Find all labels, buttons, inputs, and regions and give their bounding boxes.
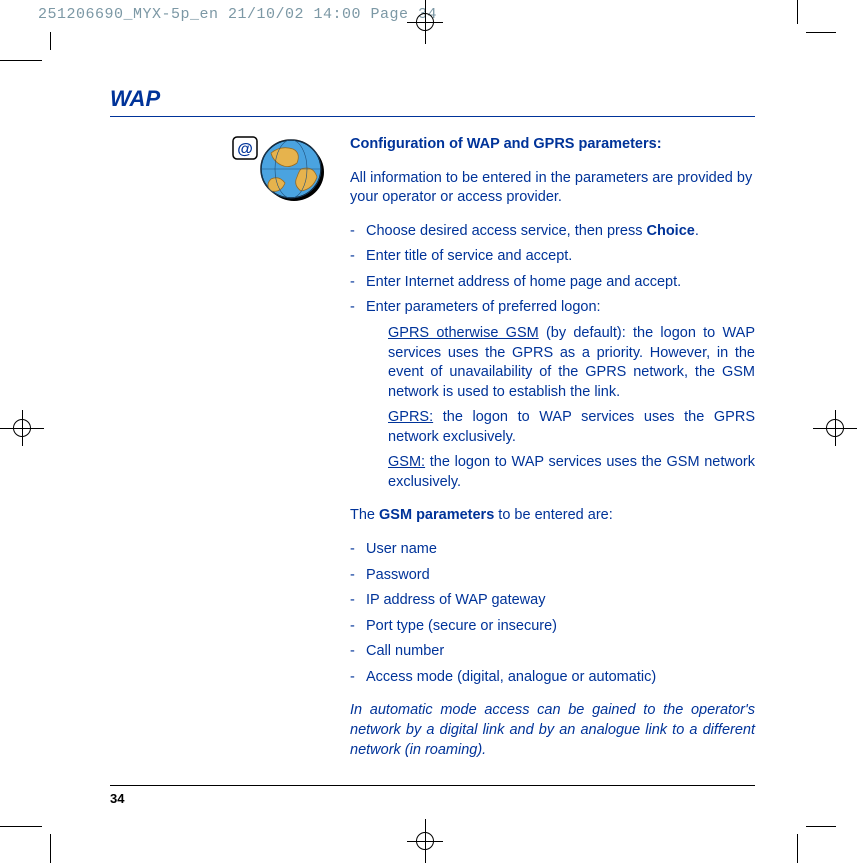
logon-label: GPRS otherwise GSM	[388, 325, 539, 341]
steps-list: Choose desired access service, then pres…	[350, 222, 755, 493]
crop-mark	[50, 834, 51, 863]
list-item: Port type (secure or insecure)	[350, 617, 755, 637]
icon-column: @	[110, 135, 350, 774]
list-item: Call number	[350, 642, 755, 662]
crop-mark	[806, 826, 836, 827]
svg-text:@: @	[237, 141, 253, 158]
logon-desc: the logon to WAP services uses the GPRS …	[388, 409, 755, 445]
crop-mark	[797, 834, 798, 863]
list-item: Password	[350, 566, 755, 586]
list-item: IP address of WAP gateway	[350, 591, 755, 611]
logon-option: GPRS otherwise GSM (by default): the log…	[388, 324, 755, 402]
step-text: .	[695, 223, 699, 239]
gsm-intro: The GSM parameters to be entered are:	[350, 506, 755, 526]
logon-desc: the logon to WAP services uses the GSM n…	[388, 454, 755, 490]
list-item: Enter title of service and accept.	[350, 247, 755, 267]
gsm-params-list: User name Password IP address of WAP gat…	[350, 540, 755, 687]
print-slug: 251206690_MYX-5p_en 21/10/02 14:00 Page …	[38, 6, 437, 23]
globe-at-icon: @	[231, 135, 326, 205]
list-item: Enter parameters of preferred logon: GPR…	[350, 298, 755, 492]
gsm-intro-text: to be entered are:	[494, 507, 613, 523]
page-number: 34	[110, 791, 124, 806]
config-subhead: Configuration of WAP and GPRS parameters…	[350, 135, 755, 155]
logon-label: GSM:	[388, 454, 425, 470]
list-item: Enter Internet address of home page and …	[350, 273, 755, 293]
footer-rule	[110, 785, 755, 786]
reg-mark	[416, 832, 434, 850]
step-text: Choose desired access service, then pres…	[366, 223, 646, 239]
reg-mark	[13, 419, 31, 437]
crop-mark	[0, 826, 42, 827]
reg-mark	[416, 13, 434, 31]
crop-mark	[50, 32, 51, 50]
list-item: User name	[350, 540, 755, 560]
logon-option: GPRS: the logon to WAP services uses the…	[388, 408, 755, 447]
list-item: Access mode (digital, analogue or automa…	[350, 668, 755, 688]
footnote: In automatic mode access can be gained t…	[350, 701, 755, 760]
page-body: WAP @ Configuration of	[110, 86, 755, 806]
crop-mark	[806, 32, 836, 33]
gsm-intro-bold: GSM parameters	[379, 507, 494, 523]
crop-mark	[0, 60, 42, 61]
list-item: Choose desired access service, then pres…	[350, 222, 755, 242]
gsm-intro-text: The	[350, 507, 379, 523]
step-text: Enter parameters of preferred logon:	[366, 299, 601, 315]
section-title: WAP	[110, 86, 755, 114]
crop-mark	[797, 0, 798, 24]
logon-label: GPRS:	[388, 409, 433, 425]
text-column: Configuration of WAP and GPRS parameters…	[350, 135, 755, 774]
title-rule	[110, 116, 755, 117]
intro-para: All information to be entered in the par…	[350, 169, 755, 208]
step-bold: Choice	[646, 223, 694, 239]
reg-mark	[826, 419, 844, 437]
logon-option: GSM: the logon to WAP services uses the …	[388, 453, 755, 492]
